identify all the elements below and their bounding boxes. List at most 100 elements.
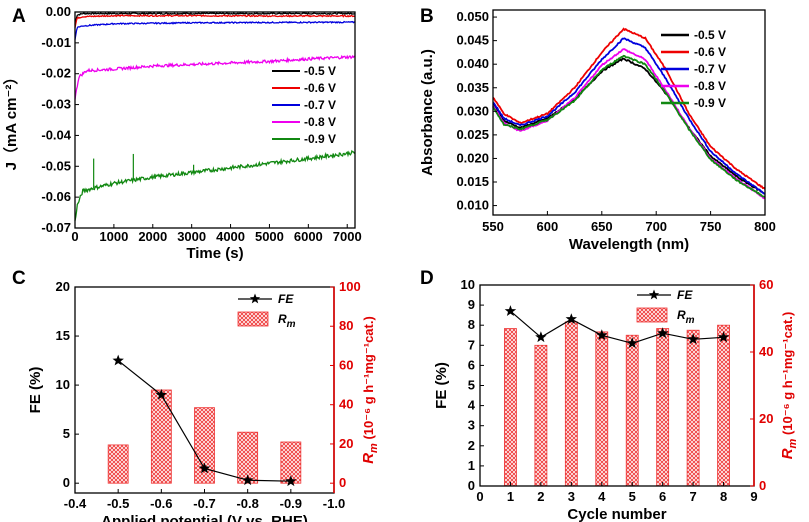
fe-point — [687, 333, 699, 345]
x-tick-label: -0.6 — [150, 496, 172, 511]
series-line--0.7 V — [74, 20, 356, 40]
series-line--0.5 V — [492, 57, 766, 195]
y-tick-label: 10 — [461, 277, 475, 292]
series-line--0.7 V — [492, 37, 766, 195]
y-tick-label: 0.010 — [456, 198, 489, 213]
legend-rm-label: Rm — [677, 308, 695, 326]
x-tick-label: -1.0 — [323, 496, 345, 511]
bar — [150, 389, 172, 484]
fe-point — [657, 327, 669, 339]
y-tick-label: 4 — [468, 398, 476, 413]
legend-rm-swatch — [237, 311, 269, 327]
series-line--0.6 V — [74, 14, 356, 28]
x-tick-label: 1 — [507, 489, 514, 504]
series-line--0.8 V — [74, 54, 356, 100]
legend-fe-label: FE — [278, 292, 294, 306]
y-tick-label: 0.025 — [456, 127, 489, 142]
fe-point — [535, 331, 547, 343]
plot-frame — [479, 284, 755, 487]
y-tick-label: -0.06 — [41, 189, 71, 204]
y-tick-label: -0.01 — [41, 35, 71, 50]
y-tick-label: 5 — [468, 378, 475, 393]
x-tick-label: 0 — [71, 229, 78, 244]
x-axis-label: Time (s) — [186, 245, 243, 262]
panel-b: B 550 600 650 700 750 800 0.010 0.015 0.020 0.025 0… — [419, 6, 776, 253]
x-tick-label: 5 — [629, 489, 636, 504]
series-line--0.5 V — [74, 11, 356, 25]
series-line--0.6 V — [492, 27, 766, 190]
bar — [717, 324, 730, 487]
y2-tick-label: 80 — [339, 318, 353, 333]
legend-label--0.7 V: -0.7 V — [694, 62, 726, 76]
bar — [107, 444, 129, 484]
legend-label--0.6 V: -0.6 V — [694, 45, 726, 59]
x-tick-label: 2000 — [138, 229, 167, 244]
y-axis-label: FE (%) — [27, 367, 44, 414]
y-tick-label: -0.07 — [41, 220, 71, 235]
legend-label--0.8 V: -0.8 V — [304, 115, 336, 129]
x-tick-label: -0.4 — [64, 496, 87, 511]
x-tick-label: 4000 — [216, 229, 245, 244]
bar — [194, 407, 215, 484]
y-tick-label: 0.00 — [46, 4, 71, 19]
legend-label--0.8 V: -0.8 V — [694, 79, 726, 93]
fe-point — [242, 474, 254, 486]
fe-line — [510, 310, 724, 344]
x-tick-label: 4 — [598, 489, 606, 504]
bar — [656, 328, 670, 487]
y-tick-label: -0.03 — [41, 97, 71, 112]
y-tick-label: 2 — [468, 438, 475, 453]
panel-letter-d: D — [420, 268, 434, 289]
x-tick-label: -0.7 — [193, 496, 215, 511]
y-tick-label: -0.05 — [41, 158, 71, 173]
x-tick-label: 5000 — [255, 229, 284, 244]
fe-point — [112, 354, 124, 366]
y2-tick-label: 40 — [339, 397, 353, 412]
bar — [564, 321, 578, 487]
panel-c: C -0.4 -0.5 -0.6 -0.7 -0.8 -0.9 -1.0 0 5 10 15 20 0 20… — [12, 268, 380, 522]
x-tick-label: -0.8 — [236, 496, 258, 511]
y2-tick-label: 0 — [759, 478, 766, 493]
y2-tick-label: 0 — [339, 475, 346, 490]
fe-point — [504, 305, 517, 316]
y-tick-label: 0.015 — [456, 174, 489, 189]
y-tick-label: 0.030 — [456, 103, 489, 118]
y-axis-label: FE (%) — [433, 362, 450, 409]
fe-point — [717, 331, 730, 343]
y-axis-label: Absorbance (a.u.) — [419, 49, 436, 176]
x-axis-label: Wavelength (nm) — [569, 236, 689, 253]
series-line--0.8 V — [492, 48, 766, 200]
y-tick-label: 0 — [468, 478, 475, 493]
legend-rm-swatch — [636, 307, 668, 323]
y-tick-label: 0.020 — [456, 150, 489, 165]
series-line--0.9 V — [492, 54, 766, 198]
y-tick-label: 5 — [63, 426, 70, 441]
x-tick-label: 700 — [645, 219, 667, 234]
bar — [237, 431, 259, 484]
legend-rm-label: Rm — [278, 312, 296, 330]
x-tick-label: 6 — [659, 489, 666, 504]
y-tick-label: 0.045 — [456, 33, 489, 48]
fe-point — [155, 388, 167, 400]
panel-letter-a: A — [12, 6, 26, 27]
fe-point — [565, 313, 577, 324]
y2-tick-label: 20 — [339, 436, 353, 451]
x-tick-label: 6000 — [294, 229, 323, 244]
x-tick-label: 650 — [591, 219, 613, 234]
y-tick-label: 15 — [56, 328, 70, 343]
x-tick-label: 800 — [754, 219, 776, 234]
x-axis-label: Applied potential (V vs. RHE) — [101, 513, 308, 522]
x-tick-label: 550 — [482, 219, 504, 234]
legend-fe-label: FE — [677, 288, 693, 302]
legend-label--0.9 V: -0.9 V — [694, 96, 726, 110]
y-tick-label: -0.04 — [41, 127, 71, 142]
bar — [534, 344, 548, 487]
bar — [595, 331, 609, 487]
y-tick-label: 8 — [468, 317, 475, 332]
fe-point — [285, 475, 297, 487]
y2-tick-label: 60 — [759, 277, 773, 292]
legend-label--0.7 V: -0.7 V — [304, 98, 336, 112]
y-tick-label: 0 — [63, 475, 70, 490]
fe-point — [198, 462, 211, 474]
